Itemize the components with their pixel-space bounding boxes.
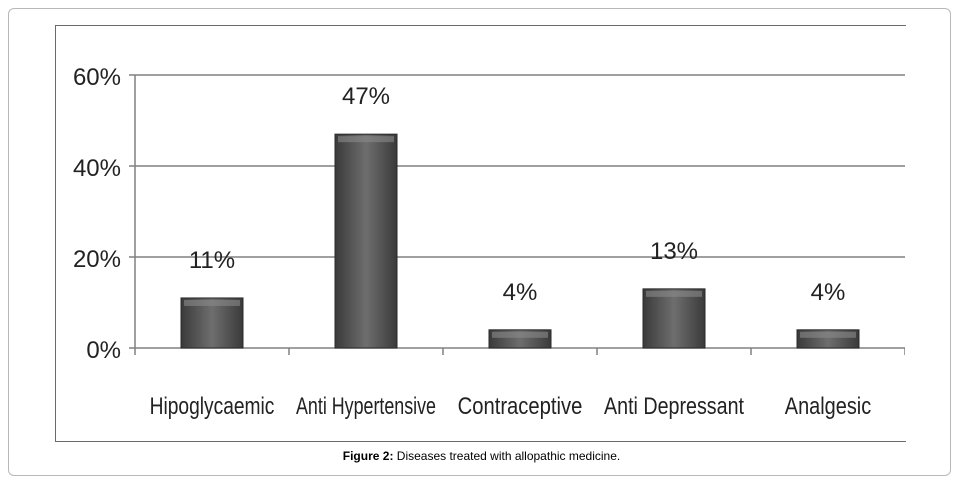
bar — [642, 288, 706, 349]
bar — [334, 133, 398, 349]
bar-highlight — [800, 331, 856, 338]
x-category-label: Anti Hypertensive — [296, 393, 436, 420]
x-category-label: Analgesic — [785, 393, 871, 420]
bar-highlight — [184, 299, 240, 306]
bar-highlight — [338, 136, 394, 143]
y-tick-label: 60% — [73, 64, 121, 91]
bar-highlight — [492, 331, 548, 338]
data-label: 4% — [811, 279, 846, 306]
x-category-label: Contraceptive — [458, 393, 583, 420]
figure-caption: Figure 2: Diseases treated with allopath… — [0, 449, 963, 463]
caption-text: Diseases treated with allopathic medicin… — [393, 449, 621, 463]
data-label: 11% — [189, 247, 235, 274]
y-tick-label: 20% — [73, 246, 121, 273]
bar-highlight — [646, 290, 702, 297]
data-label: 13% — [650, 238, 698, 265]
data-label: 47% — [342, 83, 390, 110]
bar-chart: 0% 20% 40% 60% 11% Hipoglycaemic 47% Anti Hype… — [73, 64, 905, 420]
x-category-label: Hipoglycaemic — [150, 393, 275, 420]
chart-area — [55, 25, 906, 442]
y-tick-label: 40% — [73, 155, 121, 182]
caption-label: Figure 2: — [342, 449, 394, 463]
bar — [180, 297, 244, 349]
data-label: 4% — [503, 279, 538, 306]
x-category-label: Anti Depressant — [604, 393, 744, 420]
y-tick-label: 0% — [86, 337, 121, 364]
